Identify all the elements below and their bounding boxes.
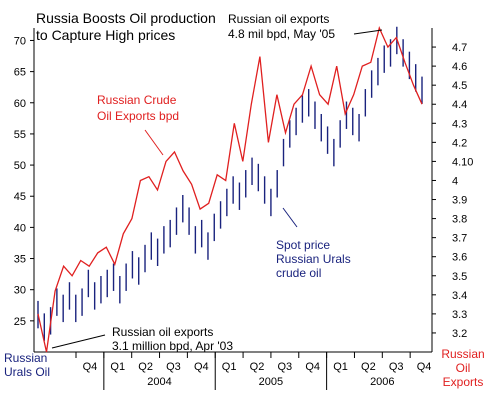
right-tick-label: 4.2 [452, 137, 467, 149]
annotation-pointer [353, 29, 383, 35]
quarter-label: Q2 [250, 361, 265, 373]
quarter-label: Q1 [110, 361, 125, 373]
annotation-low: Russian oil exports [112, 325, 213, 339]
right-tick-label: 4.4 [452, 99, 467, 111]
right-tick-label: 4.7 [452, 42, 467, 54]
annotation-peak: Russian oil exports [228, 12, 329, 26]
right-tick-label: 4.3 [452, 118, 467, 130]
year-label: 2006 [370, 376, 394, 388]
exports-line [37, 26, 423, 353]
quarter-label: Q4 [305, 361, 320, 373]
right-tick-label: 3.9 [452, 195, 467, 207]
year-label: 2004 [147, 376, 171, 388]
left-tick-label: 45 [14, 191, 26, 203]
left-tick-label: 40 [14, 222, 26, 234]
left-tick-label: 25 [14, 316, 26, 328]
right-tick-label: 4.6 [452, 61, 467, 73]
annotation-low: 3.1 million bpd, Apr '03 [112, 339, 233, 353]
right-tick-label: 3.3 [452, 309, 467, 321]
quarter-label: Q3 [389, 361, 404, 373]
right-tick-label: 3.5 [452, 271, 467, 283]
left-tick-label: 35 [14, 254, 26, 266]
quarter-label: Q4 [194, 361, 209, 373]
quarter-label: Q1 [222, 361, 237, 373]
left-tick-label: 70 [14, 35, 26, 47]
left-tick-label: 65 [14, 67, 26, 79]
right-tick-label: 3.2 [452, 328, 467, 340]
title-line: Russia Boosts Oil production [36, 10, 216, 26]
x-axis: Q4 Q1 Q2 Q3 Q4 Q1 Q2 Q3 Q4 Q1 Q2 Q3 Q4 2004 2005 2006 [34, 351, 432, 390]
quarter-label: Q3 [166, 361, 181, 373]
price-series-label: crude oil [276, 266, 321, 280]
left-tick-label: 60 [14, 98, 26, 110]
quarter-label: Q4 [83, 361, 98, 373]
exports-series [37, 26, 423, 353]
right-tick-label: 3.7 [452, 233, 467, 245]
quarter-label: Q1 [333, 361, 348, 373]
price-series-label: Russian Urals [276, 252, 351, 266]
annotation-pointer [51, 334, 106, 349]
left-tick-label: 50 [14, 160, 26, 172]
left-axis-label: Urals Oil [4, 365, 50, 379]
year-label: 2005 [259, 376, 283, 388]
right-tick-label: 4.5 [452, 80, 467, 92]
quarter-label: Q4 [417, 361, 432, 373]
right-tick-label: 3.6 [452, 252, 467, 264]
annotation-pointer [282, 207, 298, 228]
right-tick-label: 4 [452, 175, 458, 187]
title-line: to Capture High prices [36, 27, 175, 43]
exports-series-label: Oil Exports bpd [97, 109, 179, 123]
left-tick-label: 55 [14, 129, 26, 141]
right-axis-label: Oil [456, 361, 471, 375]
left-axis-label: Russian [4, 351, 47, 365]
right-tick-label: 3.8 [452, 214, 467, 226]
price-series [37, 26, 423, 341]
right-axis-label: Russian [441, 347, 484, 361]
quarter-label: Q2 [361, 361, 376, 373]
left-tick-label: 30 [14, 285, 26, 297]
annotation-pointer [144, 129, 164, 156]
exports-series-label: Russian Crude [97, 93, 177, 107]
price-series-label: Spot price [276, 238, 330, 252]
quarter-label: Q3 [278, 361, 293, 373]
right-tick-label: 4.10 [452, 156, 473, 168]
annotation-peak: 4.8 mil bpd, May '05 [228, 27, 335, 41]
quarter-label: Q2 [138, 361, 153, 373]
right-axis: 3.2 3.3 3.4 3.5 3.6 3.7 3.8 3.9 4 4.10 4.2 4.3 4.4 4.… [431, 28, 485, 389]
right-axis-label: Exports [443, 375, 484, 389]
right-tick-label: 3.4 [452, 290, 467, 302]
